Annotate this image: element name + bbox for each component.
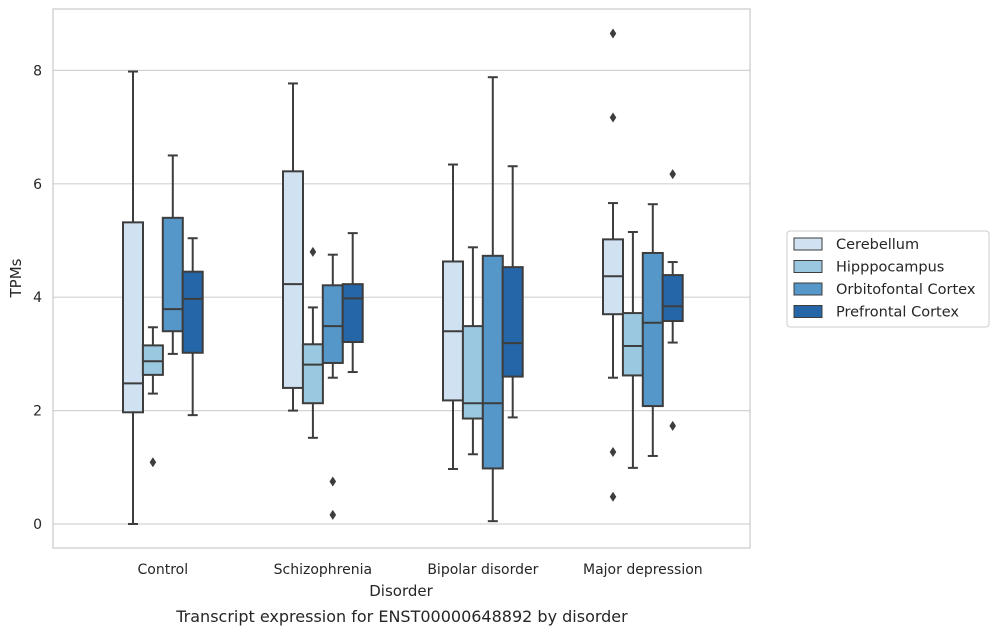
outlier-point xyxy=(309,246,317,257)
box-iqr xyxy=(461,325,484,420)
legend: Cerebellum Hipppocampus Orbitofontal Corte… xyxy=(786,230,990,328)
x-axis-ticks: Control Schizophrenia Bipolar disorder Majo… xyxy=(138,562,703,578)
y-tick-label: 2 xyxy=(33,404,42,420)
outlier-point xyxy=(669,169,676,180)
legend-label: Prefrontal Cortex xyxy=(836,305,959,321)
legend-frame xyxy=(786,230,990,328)
y-tick-label: 8 xyxy=(33,63,42,79)
box-iqr xyxy=(141,344,164,376)
box-cerebellum-schizophrenia xyxy=(282,82,304,412)
x-tick-label: Bipolar disorder xyxy=(427,562,538,578)
legend-label: Orbitofontal Cortex xyxy=(836,282,976,298)
y-axis-ticks: 0 2 4 6 8 xyxy=(33,63,42,533)
box-iqr xyxy=(122,221,144,414)
box-iqr xyxy=(321,284,344,364)
box-orbitofontal-cortex-schizophrenia xyxy=(321,253,344,520)
legend-swatch xyxy=(793,282,823,296)
boxes-layer xyxy=(122,28,684,525)
outlier-point xyxy=(329,476,337,487)
box-iqr xyxy=(181,270,204,354)
x-tick-label: Major depression xyxy=(583,562,703,578)
y-tick-label: 6 xyxy=(33,177,42,193)
legend-swatch xyxy=(793,260,823,273)
box-prefrontal-cortex-control xyxy=(181,237,204,417)
box-hipppocampus-control xyxy=(141,326,164,468)
box-orbitofontal-cortex-major-depression xyxy=(641,203,664,457)
box-iqr xyxy=(282,170,304,389)
box-orbitofontal-cortex-control xyxy=(161,154,184,355)
outlier-point xyxy=(609,446,617,457)
box-cerebellum-major-depression xyxy=(602,28,624,502)
y-tick-label: 4 xyxy=(33,290,42,306)
outlier-point xyxy=(329,509,337,520)
chart-caption: Transcript expression for ENST0000064889… xyxy=(175,607,628,626)
x-tick-label: Control xyxy=(138,562,189,578)
box-iqr xyxy=(301,343,324,405)
box-hipppocampus-bipolar-disorder xyxy=(461,246,484,456)
y-axis-label: TPMs xyxy=(7,258,25,298)
box-iqr xyxy=(641,251,664,408)
legend-swatch xyxy=(793,237,823,251)
legend-swatch xyxy=(793,305,823,318)
box-iqr xyxy=(481,254,504,470)
box-hipppocampus-major-depression xyxy=(621,230,644,469)
outlier-point xyxy=(609,112,617,123)
box-prefrontal-cortex-schizophrenia xyxy=(341,232,364,374)
outlier-point xyxy=(609,28,617,39)
box-prefrontal-cortex-major-depression xyxy=(661,169,684,431)
box-iqr xyxy=(161,216,184,333)
legend-label: Cerebellum xyxy=(836,237,919,253)
outlier-point xyxy=(149,457,157,468)
box-iqr xyxy=(621,312,644,377)
box-iqr xyxy=(661,274,684,323)
box-prefrontal-cortex-bipolar-disorder xyxy=(501,165,524,419)
x-axis-label: Disorder xyxy=(369,582,433,600)
box-iqr xyxy=(341,283,364,343)
box-iqr xyxy=(501,266,524,378)
box-cerebellum-control xyxy=(122,70,144,525)
legend-label: Hipppocampus xyxy=(836,260,944,276)
plot-frame xyxy=(52,8,751,549)
x-tick-label: Schizophrenia xyxy=(274,562,372,578)
y-tick-label: 0 xyxy=(33,517,42,533)
outlier-point xyxy=(609,491,617,502)
outlier-point xyxy=(669,420,676,431)
box-hipppocampus-schizophrenia xyxy=(301,246,324,439)
